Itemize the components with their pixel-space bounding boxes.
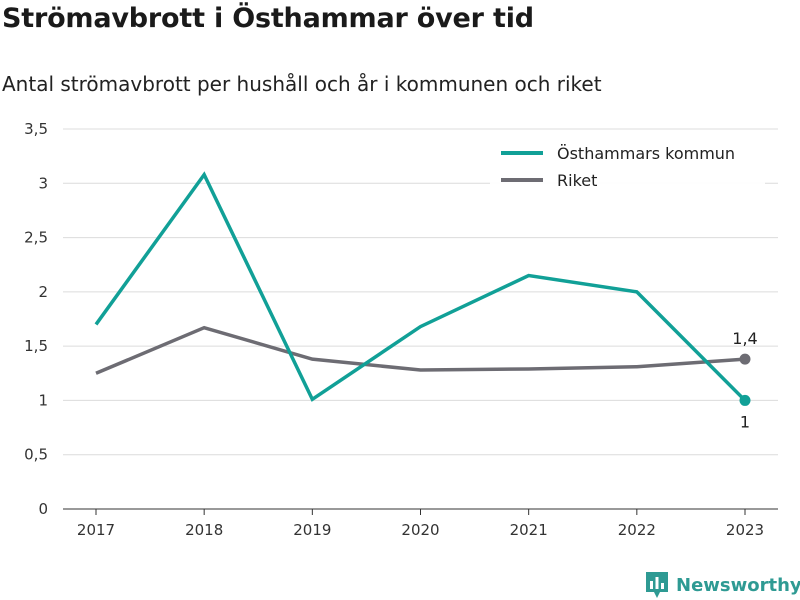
series-line-0 bbox=[94, 171, 747, 402]
y-tick-label: 3 bbox=[38, 174, 48, 192]
brand-name: Newsworthy bbox=[676, 574, 800, 596]
x-tick-label: 2017 bbox=[77, 521, 115, 539]
data-label: 1 bbox=[740, 412, 750, 431]
x-tick-label: 2018 bbox=[185, 521, 223, 539]
series-end-point-1 bbox=[739, 353, 751, 365]
series-line-1 bbox=[95, 325, 746, 375]
x-tick-label: 2019 bbox=[293, 521, 331, 539]
series-lines: 11,4 bbox=[94, 171, 758, 431]
y-tick-label: 1,5 bbox=[24, 337, 48, 355]
legend-background bbox=[490, 139, 765, 193]
y-tick-label: 2,5 bbox=[24, 229, 48, 247]
y-tick-label: 2 bbox=[38, 283, 48, 301]
newsworthy-logo-icon bbox=[646, 572, 668, 598]
x-tick-label: 2020 bbox=[401, 521, 439, 539]
x-tick-label: 2021 bbox=[510, 521, 548, 539]
legend-label: Riket bbox=[557, 171, 597, 190]
x-tick-label: 2022 bbox=[618, 521, 656, 539]
axes: 0 0,5 1 1,5 2 2,5 3 3,5 2017 2018 2019 2020 2021 2022… bbox=[24, 120, 778, 539]
y-tick-label: 3,5 bbox=[24, 120, 48, 138]
y-tick-label: 0 bbox=[38, 500, 48, 518]
x-tick-label: 2023 bbox=[726, 521, 764, 539]
legend: Östhammars kommun Riket bbox=[490, 139, 765, 193]
y-tick-label: 1 bbox=[38, 391, 48, 409]
newsworthy-brand: Newsworthy bbox=[645, 571, 800, 599]
data-label: 1,4 bbox=[732, 329, 757, 348]
series-end-point-0 bbox=[739, 394, 751, 406]
page-subtitle: Antal strömavbrott per hushåll och år i … bbox=[2, 72, 602, 96]
y-tick-label: 0,5 bbox=[24, 446, 48, 464]
legend-label: Östhammars kommun bbox=[557, 144, 735, 163]
page-title: Strömavbrott i Östhammar över tid bbox=[2, 3, 534, 34]
